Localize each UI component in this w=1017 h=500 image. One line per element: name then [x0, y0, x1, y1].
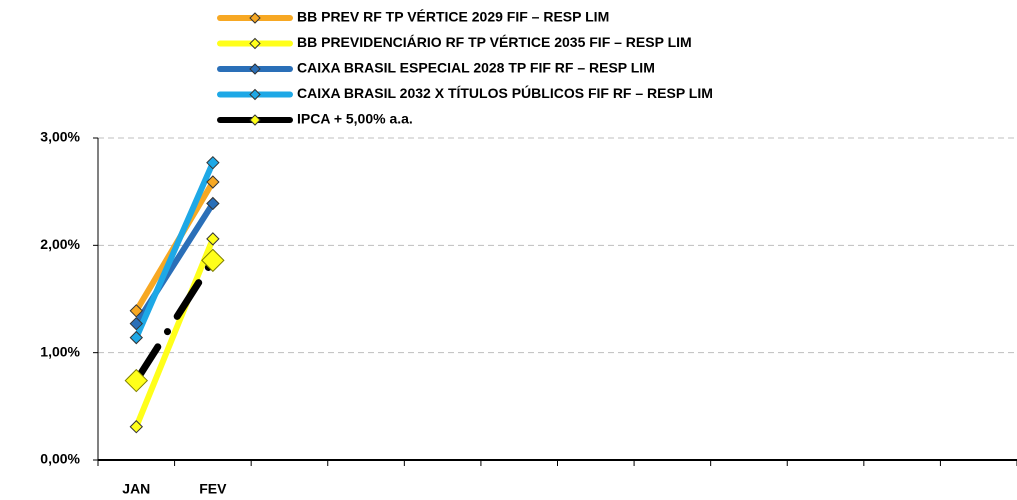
- y-tick-label: 2,00%: [40, 236, 80, 252]
- legend-label: CAIXA BRASIL 2032 X TÍTULOS PÚBLICOS FIF…: [297, 84, 713, 101]
- y-tick-label: 1,00%: [40, 343, 80, 359]
- series-marker: [206, 232, 220, 246]
- series-marker: [201, 248, 225, 273]
- series-marker: [129, 316, 143, 331]
- series-marker: [129, 420, 143, 434]
- series-line: [133, 235, 216, 430]
- legend-marker: [249, 114, 261, 126]
- legend-marker: [249, 37, 261, 50]
- legend-marker: [249, 12, 261, 24]
- series-marker: [206, 175, 220, 189]
- legend-label: IPCA + 5,00% a.a.: [297, 111, 413, 127]
- legend-label: CAIXA BRASIL ESPECIAL 2028 TP FIF RF – R…: [297, 60, 655, 76]
- legend-marker: [249, 88, 261, 101]
- legend-label: BB PREVIDENCIÁRIO RF TP VÉRTICE 2035 FIF…: [297, 34, 692, 50]
- y-tick-label: 0,00%: [40, 451, 80, 467]
- legend-label: BB PREV RF TP VÉRTICE 2029 FIF – RESP LI…: [297, 9, 609, 25]
- series-line: [133, 159, 216, 341]
- series-marker: [129, 304, 143, 318]
- series-marker: [206, 155, 220, 170]
- series-line: [132, 256, 217, 385]
- legend-marker: [249, 63, 261, 75]
- series-marker: [129, 330, 143, 345]
- series-marker: [124, 368, 148, 393]
- x-tick-label: FEV: [199, 481, 227, 497]
- x-tick-label: JAN: [122, 481, 150, 497]
- y-tick-label: 3,00%: [40, 129, 80, 145]
- series-marker: [206, 196, 220, 211]
